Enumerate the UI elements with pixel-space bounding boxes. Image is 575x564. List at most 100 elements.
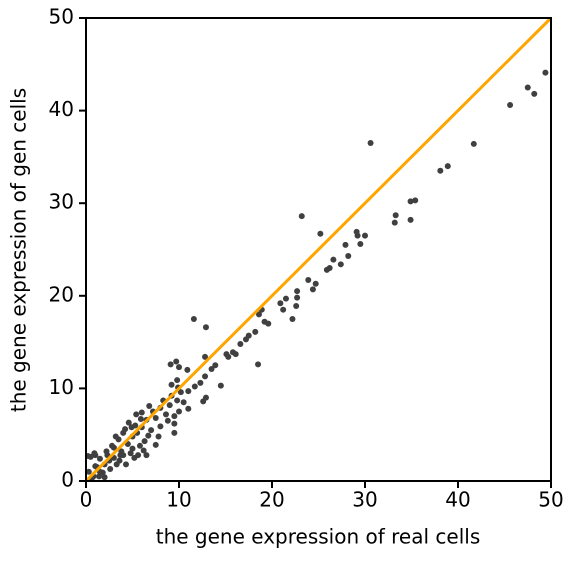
point — [392, 212, 399, 219]
point — [127, 450, 134, 457]
y-tick-label: 50 — [49, 5, 74, 29]
x-tick-label: 10 — [166, 488, 191, 512]
x-tick-label: 40 — [445, 488, 470, 512]
point — [109, 442, 116, 449]
point — [212, 362, 219, 369]
point — [282, 295, 289, 302]
point — [542, 69, 549, 76]
point — [197, 379, 204, 386]
point — [185, 388, 192, 395]
x-tick-label: 0 — [80, 488, 93, 512]
point — [136, 442, 143, 449]
point — [317, 230, 324, 237]
point — [202, 353, 209, 360]
point — [112, 433, 119, 440]
point — [145, 432, 152, 439]
point — [143, 452, 150, 459]
point — [117, 452, 124, 459]
point — [128, 424, 135, 431]
point — [354, 232, 361, 239]
point — [362, 232, 368, 239]
x-tick-label: 20 — [259, 488, 284, 512]
reference-line — [84, 16, 553, 483]
point — [96, 473, 103, 480]
point — [444, 163, 451, 170]
point — [152, 415, 159, 422]
point — [208, 365, 215, 372]
y-tick-label: 10 — [49, 375, 74, 399]
point — [166, 402, 173, 409]
point — [202, 324, 209, 331]
point — [225, 353, 232, 360]
point — [524, 84, 531, 91]
point — [294, 294, 301, 301]
y-tick-label: 30 — [49, 190, 74, 214]
point — [357, 240, 364, 247]
x-tick-label: 30 — [352, 488, 377, 512]
point — [232, 351, 239, 358]
point — [173, 358, 180, 365]
y-tick-label: 20 — [49, 282, 74, 306]
point — [87, 453, 94, 460]
point — [437, 167, 444, 174]
point — [122, 461, 129, 468]
point — [141, 438, 148, 445]
point — [155, 433, 162, 440]
point — [177, 389, 184, 396]
point — [96, 455, 103, 462]
point — [85, 468, 92, 475]
point — [309, 286, 316, 293]
point — [174, 397, 181, 404]
point — [152, 441, 159, 448]
point — [129, 445, 136, 452]
point — [531, 90, 538, 97]
point — [133, 411, 140, 418]
point — [180, 399, 187, 406]
point — [337, 261, 344, 268]
point — [191, 383, 198, 390]
point — [184, 366, 191, 373]
point — [174, 377, 181, 384]
point — [164, 417, 171, 424]
y-tick-label: 0 — [61, 468, 74, 492]
point — [185, 405, 192, 412]
point — [305, 277, 312, 284]
x-axis-label: the gene expression of real cells — [156, 525, 480, 549]
point — [277, 300, 284, 307]
point — [91, 450, 98, 457]
point — [137, 415, 144, 422]
point — [217, 382, 224, 389]
point — [342, 241, 349, 248]
point — [298, 213, 305, 220]
point — [171, 420, 178, 427]
point — [168, 381, 175, 388]
point — [101, 474, 108, 481]
point — [312, 280, 319, 287]
point — [140, 447, 147, 454]
point — [237, 340, 244, 347]
point — [407, 198, 414, 205]
point — [323, 266, 330, 273]
x-tick-label: 50 — [538, 488, 563, 512]
point — [255, 361, 262, 368]
plot-frame — [85, 17, 552, 482]
point — [176, 364, 182, 371]
point — [289, 315, 296, 322]
point — [120, 429, 127, 436]
point — [171, 413, 178, 420]
point — [138, 409, 145, 416]
point — [202, 373, 209, 380]
point — [167, 361, 174, 368]
point — [330, 256, 337, 263]
point — [176, 408, 182, 415]
point — [345, 252, 352, 259]
point — [162, 411, 169, 418]
point — [146, 402, 153, 409]
point — [190, 315, 197, 322]
point — [367, 140, 374, 147]
point — [202, 394, 209, 401]
point — [265, 320, 272, 327]
point — [507, 102, 514, 109]
y-tick-label: 40 — [49, 97, 74, 121]
